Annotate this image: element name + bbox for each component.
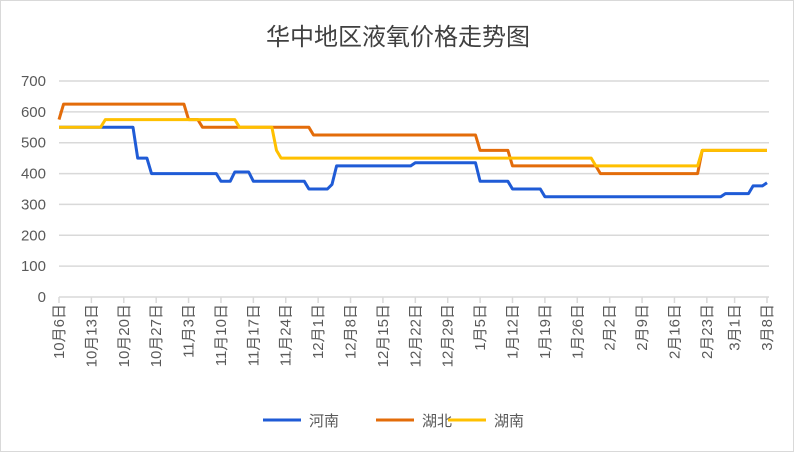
x-tick-label: 2月23日 [699,304,716,359]
x-tick-label: 10月6日 [51,304,68,359]
x-axis: 10月6日 10月13日 10月20日 10月27日 11月3日 11月10日 11月17日… [51,296,776,367]
x-tick-label: 12月1日 [310,304,327,359]
y-tick-label: 700 [21,73,46,90]
x-tick-label: 2月16日 [666,304,683,359]
x-tick-label: 12月15日 [375,304,392,367]
series-line-2 [57,102,767,176]
x-tick-label: 3月1日 [727,304,744,351]
y-tick-label: 400 [21,166,46,183]
x-tick-label: 1月19日 [537,304,554,359]
series-lines [57,102,768,199]
x-tick-label: 11月3日 [181,304,198,358]
x-tick-label: 10月20日 [116,304,133,367]
x-tick-label: 10月27日 [148,304,165,367]
series-line-1 [59,125,768,199]
x-tick-label: 12月22日 [407,304,424,367]
y-tick-label: 300 [21,196,46,213]
x-tick-label: 10月13日 [83,304,100,367]
x-tick-label: 3月8日 [759,304,776,351]
series-line-3 [59,118,767,168]
x-tick-label: 11月17日 [245,304,262,366]
x-tick-label: 12月8日 [343,304,360,359]
x-tick-label: 1月5日 [472,304,489,351]
y-tick-label: 200 [21,227,46,244]
x-tick-label: 1月26日 [569,304,586,359]
y-tick-label: 0 [38,289,46,306]
legend: 河南 湖北 湖南 [263,412,524,430]
y-tick-label: 600 [21,104,46,121]
x-tick-label: 2月9日 [634,304,651,351]
legend-label: 湖北 [422,412,452,430]
legend-label: 湖南 [494,412,524,430]
chart-title: 华中地区液氧价格走势图 [266,23,530,51]
x-tick-label: 12月29日 [440,304,457,367]
y-tick-label: 100 [21,258,46,275]
y-axis-ticks: 0 100 200 300 400 500 600 700 [21,73,46,306]
x-tick-label: 11月10日 [213,304,230,366]
y-tick-label: 500 [21,135,46,152]
x-tick-label: 11月24日 [278,304,295,366]
legend-label: 河南 [309,412,339,430]
x-tick-label: 1月12日 [504,304,521,359]
x-tick-label: 2月2日 [602,304,619,351]
